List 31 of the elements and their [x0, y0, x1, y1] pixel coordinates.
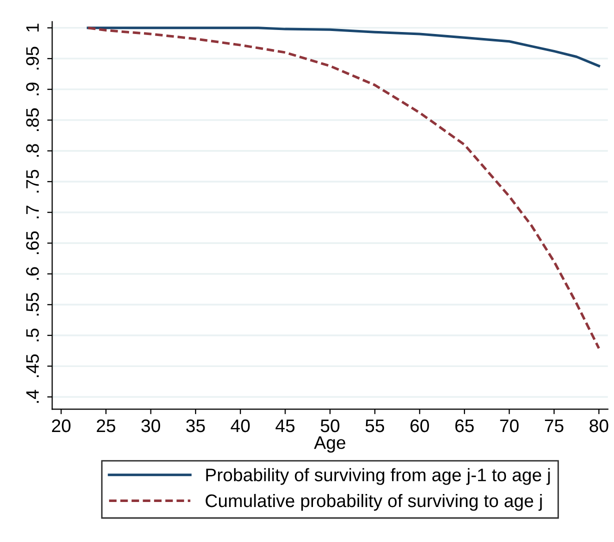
y-tick-label: .7	[26, 206, 39, 218]
y-tick-label: .4	[26, 390, 39, 403]
x-tick-label: 45	[276, 420, 294, 432]
x-tick-label: 75	[544, 420, 564, 432]
y-tick-label: .5	[26, 328, 39, 342]
x-tick-label: 80	[590, 419, 608, 432]
y-tick-label: .65	[26, 231, 39, 254]
y-tick-label: .6	[26, 267, 39, 280]
y-tick-label: .85	[26, 108, 39, 131]
legend-label: Cumulative probability of surviving to age j	[206, 494, 542, 511]
x-tick-label: 55	[366, 420, 384, 432]
line-series	[86, 26, 600, 350]
x-tick-label: 65	[455, 419, 474, 432]
x-tick-label: 35	[186, 419, 205, 432]
x-tick-label: 50	[320, 419, 340, 432]
y-tick-label: .45	[26, 354, 39, 378]
y-tick-label: 1	[26, 24, 39, 32]
y-tick-label: .55	[26, 292, 39, 316]
y-tick-label: .75	[26, 170, 39, 193]
x-tick-label: 20	[52, 419, 70, 432]
x-tick-label: 25	[96, 419, 116, 432]
x-tick-label: 60	[410, 419, 429, 432]
x-tick-label: 40	[230, 419, 250, 432]
y-tick-label: .95	[26, 46, 39, 70]
y-tick-label: .8	[26, 144, 39, 157]
y-tick-label: .9	[26, 82, 39, 96]
x-tick-label: 70	[500, 419, 519, 432]
legend-label: Probability of surviving from age j-1 to age j	[206, 468, 550, 485]
x-tick-label: 30	[141, 419, 160, 432]
line-series	[86, 26, 600, 68]
x-axis-title: Age	[314, 436, 346, 453]
